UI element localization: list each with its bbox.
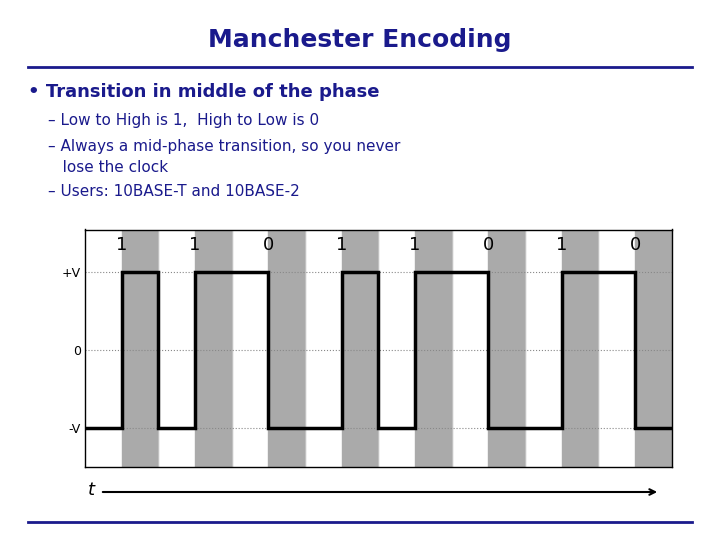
Text: 1: 1 [189,236,201,254]
Text: t: t [88,481,95,499]
Text: – Users: 10BASE-T and 10BASE-2: – Users: 10BASE-T and 10BASE-2 [48,185,300,199]
Text: 1: 1 [556,236,567,254]
Text: lose the clock: lose the clock [48,159,168,174]
Text: 1: 1 [336,236,347,254]
Text: 0: 0 [263,236,274,254]
Text: 1: 1 [410,236,420,254]
Text: – Always a mid-phase transition, so you never: – Always a mid-phase transition, so you … [48,139,400,154]
Text: Manchester Encoding: Manchester Encoding [208,28,512,52]
Text: 0: 0 [629,236,641,254]
Text: 1: 1 [116,236,127,254]
Text: • Transition in middle of the phase: • Transition in middle of the phase [28,83,379,101]
Text: 0: 0 [482,236,494,254]
Text: – Low to High is 1,  High to Low is 0: – Low to High is 1, High to Low is 0 [48,112,319,127]
